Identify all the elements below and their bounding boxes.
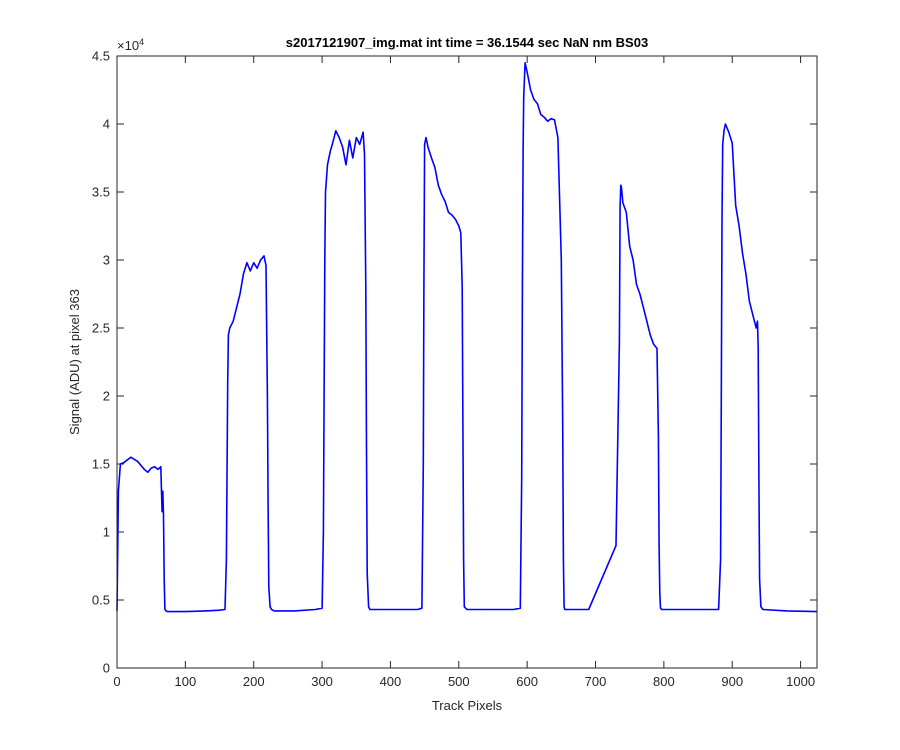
- y-axis-title: Signal (ADU) at pixel 363: [67, 289, 82, 435]
- y-tick-label: 3: [103, 253, 110, 268]
- y-tick-label: 3.5: [92, 185, 110, 200]
- y-tick-label: 1.5: [92, 457, 110, 472]
- x-tick-label: 600: [516, 674, 538, 689]
- y-exponent-label: ×104: [117, 37, 144, 53]
- y-tick-label: 0.5: [92, 593, 110, 608]
- x-tick-label: 700: [585, 674, 607, 689]
- x-tick-label: 0: [113, 674, 120, 689]
- x-axis-title: Track Pixels: [432, 698, 503, 713]
- y-tick-label: 0: [103, 661, 110, 676]
- y-tick-label: 4.5: [92, 49, 110, 64]
- x-tick-label: 200: [243, 674, 265, 689]
- x-tick-label: 800: [653, 674, 675, 689]
- x-tick-label: 1000: [786, 674, 815, 689]
- y-tick-label: 1: [103, 525, 110, 540]
- y-tick-label: 4: [103, 117, 110, 132]
- y-exponent-power: 4: [139, 37, 144, 47]
- series-layer: [116, 61, 818, 613]
- tick-labels: 0 100 200 300 400 500 600 700 800 900 1000 0 0.5 1 1.5…: [92, 49, 815, 690]
- plot-area: [117, 56, 817, 668]
- x-tick-label: 300: [311, 674, 333, 689]
- y-exponent-base: ×10: [117, 38, 139, 53]
- x-tick-label: 100: [175, 674, 197, 689]
- plot-box: [116, 55, 818, 669]
- y-tick-label: 2.5: [92, 321, 110, 336]
- x-tick-label: 900: [721, 674, 743, 689]
- chart-title: s2017121907_img.mat int time = 36.1544 s…: [286, 35, 648, 50]
- x-tick-label: 400: [380, 674, 402, 689]
- y-tick-label: 2: [103, 389, 110, 404]
- x-tick-label: 500: [448, 674, 470, 689]
- series-line-0: [116, 61, 818, 613]
